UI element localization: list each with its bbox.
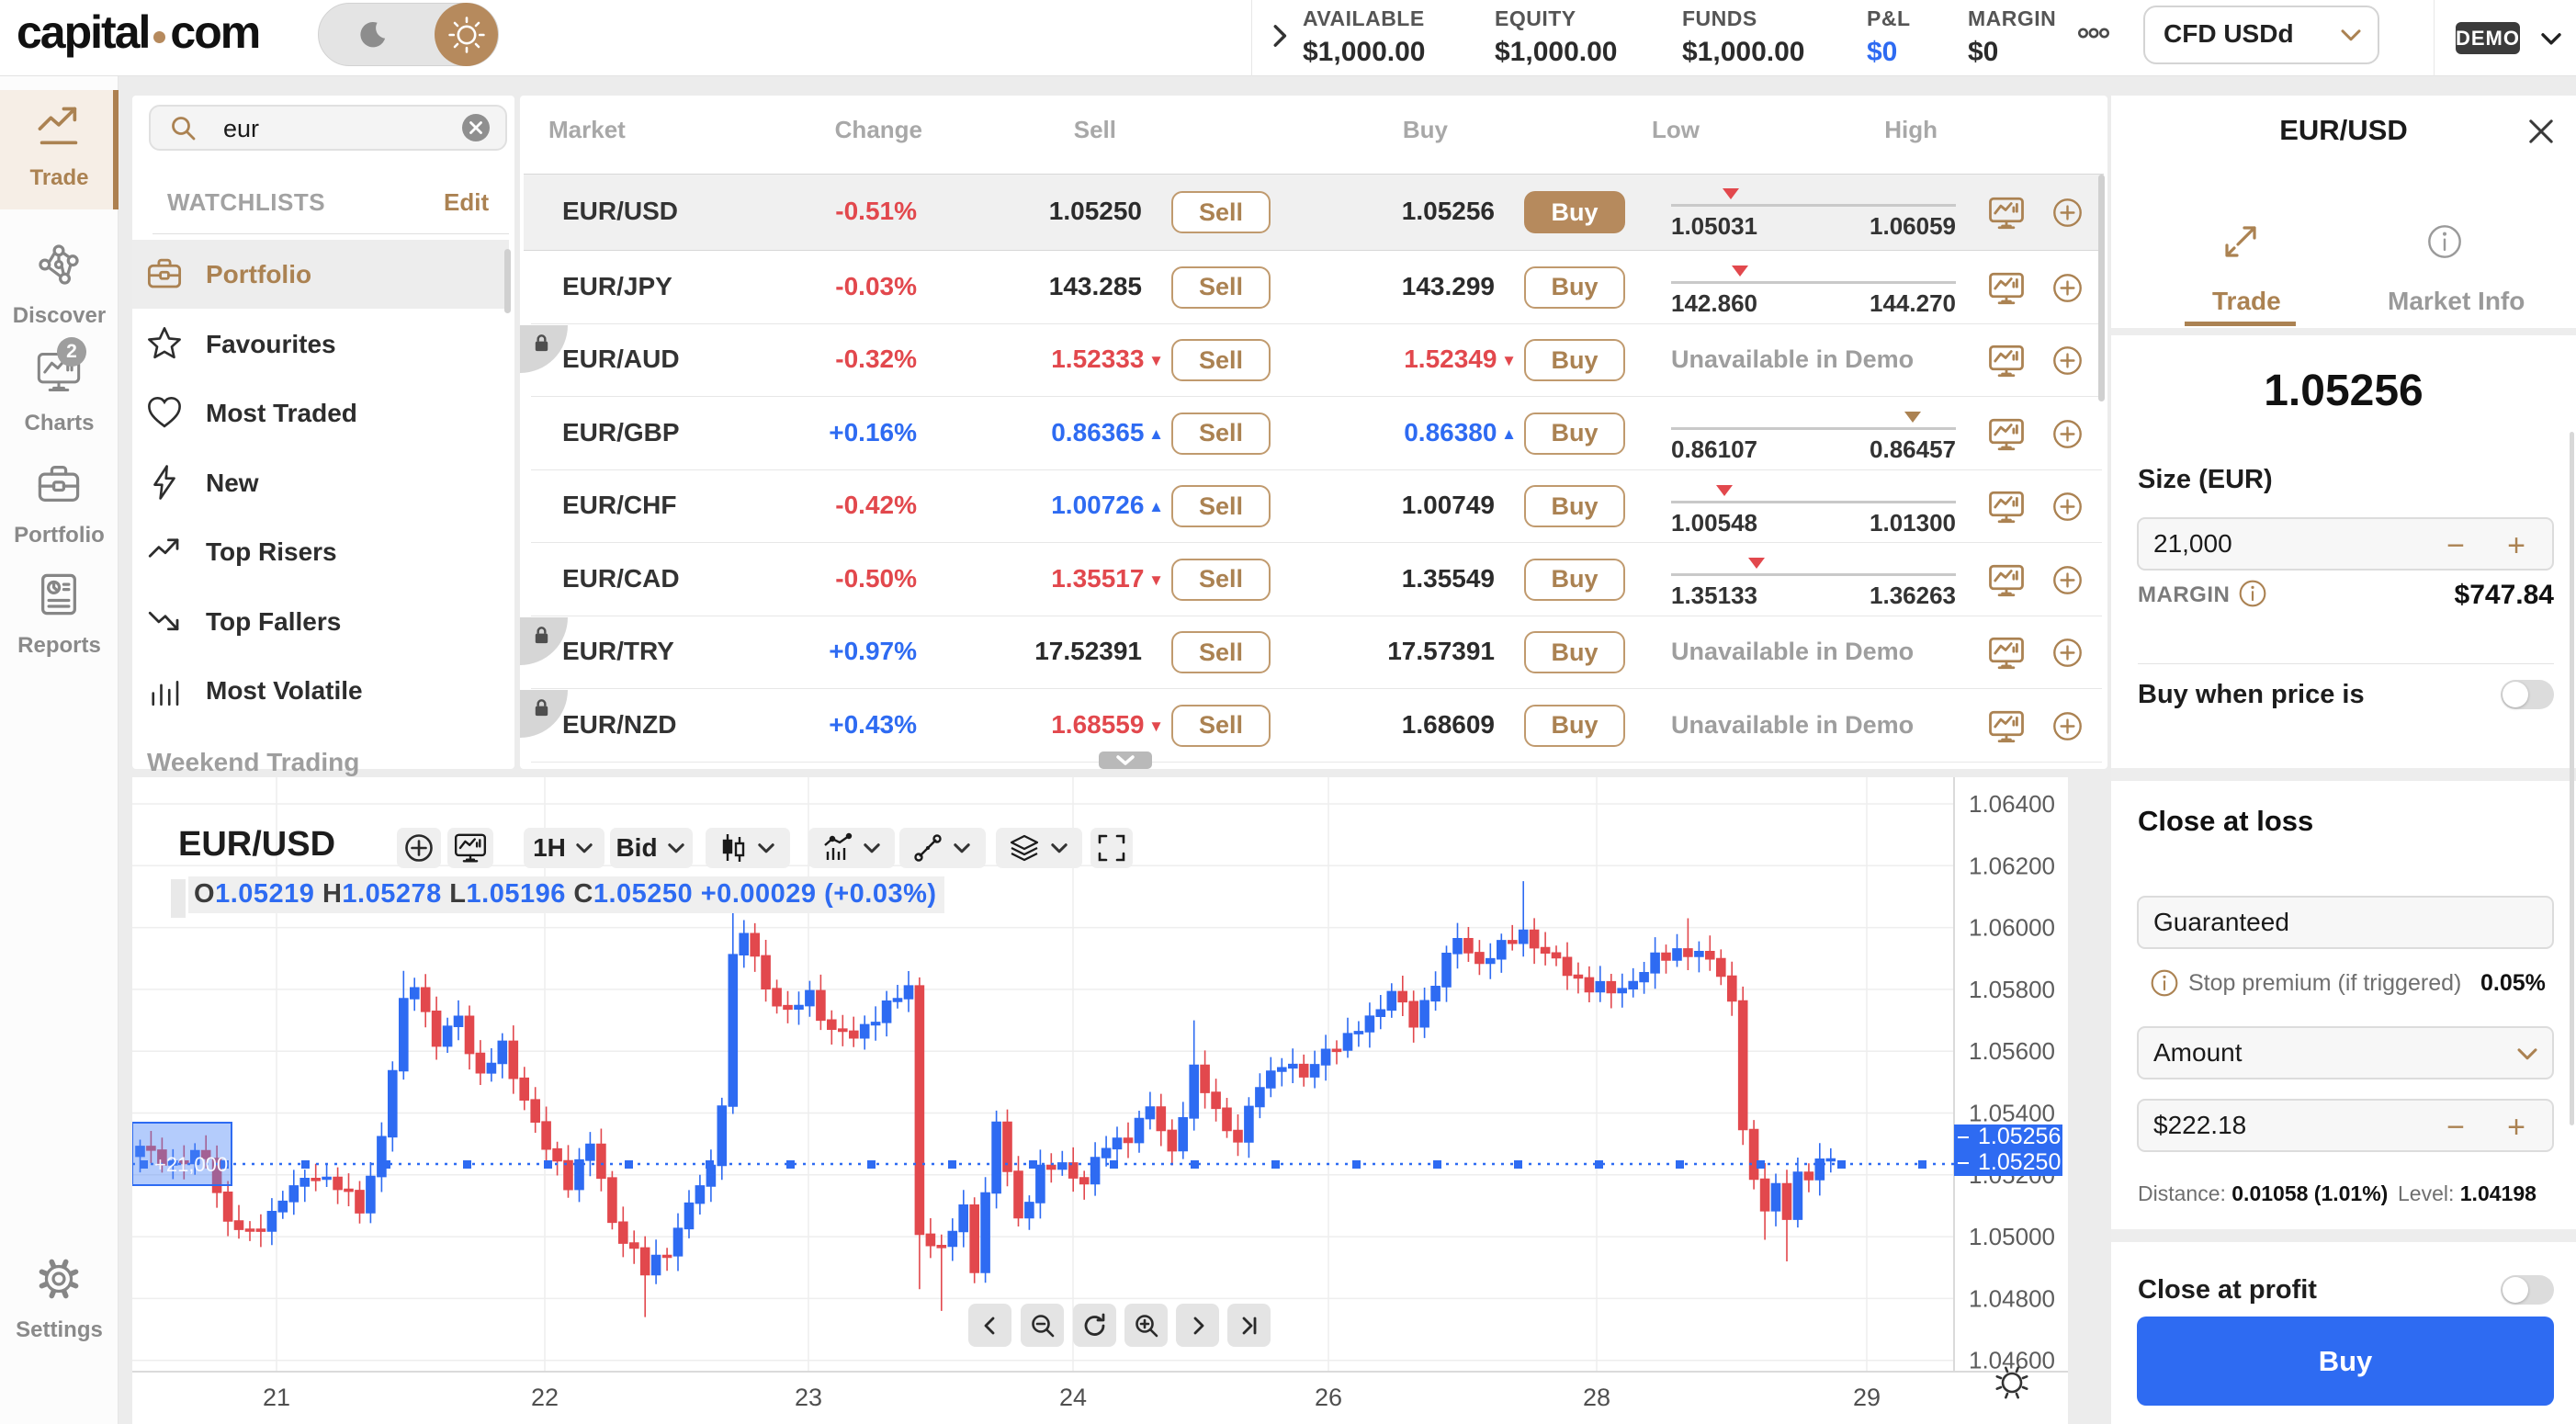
svg-text:1.05600: 1.05600 (1969, 1037, 2055, 1065)
svg-text:22: 22 (531, 1384, 559, 1411)
svg-text:21: 21 (263, 1384, 290, 1411)
svg-text:1.06000: 1.06000 (1969, 914, 2055, 942)
svg-text:1.05000: 1.05000 (1969, 1223, 2055, 1250)
svg-text:23: 23 (795, 1384, 822, 1411)
svg-text:1.05400: 1.05400 (1969, 1100, 2055, 1127)
svg-text:1.06400: 1.06400 (1969, 790, 2055, 818)
svg-text:1.05256: 1.05256 (1978, 1124, 2061, 1149)
svg-text:24: 24 (1059, 1384, 1087, 1411)
svg-text:+21,000: +21,000 (154, 1153, 228, 1176)
svg-text:1.05250: 1.05250 (1978, 1149, 2061, 1175)
svg-text:28: 28 (1583, 1384, 1610, 1411)
svg-text:1.05800: 1.05800 (1969, 976, 2055, 1003)
svg-text:1.06200: 1.06200 (1969, 852, 2055, 879)
svg-text:26: 26 (1315, 1384, 1342, 1411)
svg-text:1.04600: 1.04600 (1969, 1347, 2055, 1374)
svg-text:1.04800: 1.04800 (1969, 1284, 2055, 1312)
svg-text:29: 29 (1853, 1384, 1881, 1411)
